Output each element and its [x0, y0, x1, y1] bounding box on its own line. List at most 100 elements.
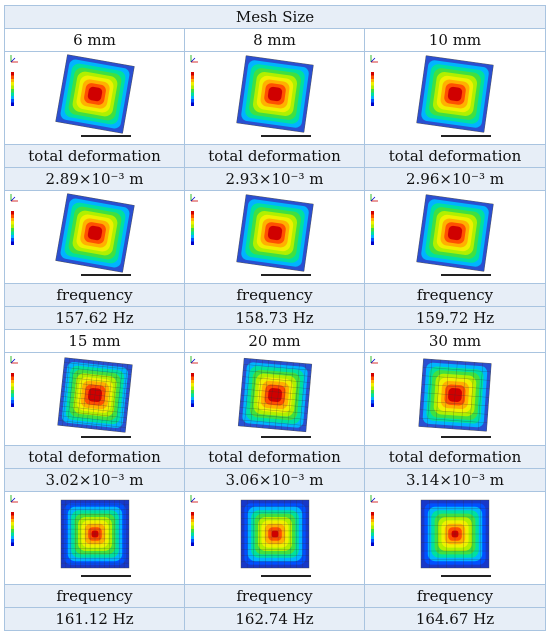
- frequency-label: frequency: [184, 584, 365, 608]
- contour-band: [271, 530, 278, 538]
- mesh-size-15mm: 15 mm: [4, 329, 185, 353]
- mesh-line: [238, 419, 306, 426]
- deformation-value: 2.89×10⁻³ m: [4, 167, 185, 191]
- axis-triad-icon: [10, 55, 18, 63]
- contour-plot: [416, 55, 494, 133]
- deformation-label: total deformation: [184, 445, 365, 469]
- mesh-line: [242, 370, 311, 377]
- mesh-line: [95, 361, 104, 430]
- axis-triad-icon: [10, 194, 18, 202]
- contour-band: [90, 90, 99, 98]
- frequency-value: 159.72 Hz: [364, 306, 546, 330]
- mesh-line: [241, 382, 310, 389]
- frequency-value: 162.74 Hz: [184, 607, 365, 631]
- deformation-label: total deformation: [4, 445, 185, 469]
- axis-triad-icon: [10, 495, 18, 503]
- contour-plot: [420, 499, 490, 569]
- deformation-image-15mm: [4, 352, 185, 446]
- contour-plot: [56, 357, 133, 433]
- frequency-value: 161.12 Hz: [4, 607, 185, 631]
- table-title: Mesh Size: [4, 5, 546, 29]
- contour-plot: [416, 194, 494, 272]
- deformation-image-30mm: [364, 352, 546, 446]
- mesh-line: [58, 410, 127, 419]
- axis-triad-icon: [370, 194, 378, 202]
- deformation-label: total deformation: [184, 144, 365, 168]
- deformation-label: total deformation: [364, 445, 546, 469]
- contour-plot: [235, 55, 314, 133]
- frequency-image-8mm: [184, 190, 365, 284]
- frequency-image-15mm: [4, 491, 185, 585]
- mesh-line: [460, 361, 467, 430]
- deformation-value: 3.02×10⁻³ m: [4, 468, 185, 492]
- scale-bar: [441, 273, 491, 277]
- mesh-line: [299, 363, 306, 432]
- mesh-line: [274, 361, 281, 430]
- mesh-line: [238, 413, 307, 420]
- mesh-line: [419, 417, 488, 423]
- mesh-line: [239, 407, 308, 414]
- mesh-line: [292, 363, 300, 431]
- contour-band: [90, 229, 99, 237]
- contour-plot: [237, 357, 312, 433]
- contour-band: [271, 391, 278, 399]
- mesh-line: [59, 405, 127, 414]
- frequency-label: frequency: [184, 283, 365, 307]
- axis-triad-icon: [370, 356, 378, 364]
- contour-plot: [240, 499, 309, 569]
- color-legend: [10, 211, 14, 245]
- mesh-size-6mm: 6 mm: [4, 28, 185, 52]
- deformation-image-20mm: [184, 352, 365, 446]
- mesh-size-8mm: 8 mm: [184, 28, 365, 52]
- axis-triad-icon: [190, 356, 198, 364]
- frequency-label: frequency: [4, 283, 185, 307]
- mesh-line: [421, 392, 489, 398]
- frequency-image-6mm: [4, 190, 185, 284]
- deformation-label: total deformation: [364, 144, 546, 168]
- contour-plot: [235, 194, 314, 272]
- contour-plot: [418, 358, 492, 432]
- frequency-image-20mm: [184, 491, 365, 585]
- mesh-line: [239, 401, 308, 408]
- scale-bar: [441, 574, 491, 578]
- mesh-line: [286, 362, 294, 431]
- color-legend: [10, 512, 14, 546]
- mesh-line: [280, 361, 287, 430]
- mesh-line: [119, 364, 128, 432]
- scale-bar: [260, 574, 311, 578]
- mesh-line: [114, 363, 123, 432]
- deformation-value: 2.96×10⁻³ m: [364, 167, 546, 191]
- mesh-line: [105, 362, 113, 431]
- scale-bar: [260, 435, 311, 439]
- color-legend: [190, 211, 194, 245]
- color-legend: [371, 211, 374, 245]
- contour-band: [270, 229, 279, 237]
- frequency-label: frequency: [364, 584, 546, 608]
- frequency-image-30mm: [364, 491, 546, 585]
- mesh-line: [262, 360, 269, 429]
- mesh-line: [420, 400, 489, 407]
- mesh-line: [100, 362, 108, 430]
- color-legend: [371, 512, 374, 546]
- deformation-label: total deformation: [4, 144, 185, 168]
- frequency-label: frequency: [4, 584, 185, 608]
- frequency-image-10mm: [364, 190, 546, 284]
- color-legend: [190, 72, 194, 106]
- deformation-value: 3.14×10⁻³ m: [364, 468, 546, 492]
- mesh-line: [241, 376, 310, 383]
- contour-plot: [54, 54, 135, 134]
- deformation-image-6mm: [4, 51, 185, 145]
- contour-band: [451, 229, 459, 237]
- mesh-line: [249, 359, 257, 427]
- mesh-size-20mm: 20 mm: [184, 329, 365, 353]
- frequency-label: frequency: [364, 283, 546, 307]
- scale-bar: [441, 134, 491, 138]
- mesh-line: [110, 363, 118, 431]
- mesh-line: [255, 359, 263, 428]
- mesh-line: [268, 360, 275, 429]
- color-legend: [190, 512, 194, 546]
- mesh-line: [59, 400, 128, 409]
- axis-triad-icon: [370, 55, 378, 63]
- scale-bar: [80, 574, 131, 578]
- frequency-value: 164.67 Hz: [364, 607, 546, 631]
